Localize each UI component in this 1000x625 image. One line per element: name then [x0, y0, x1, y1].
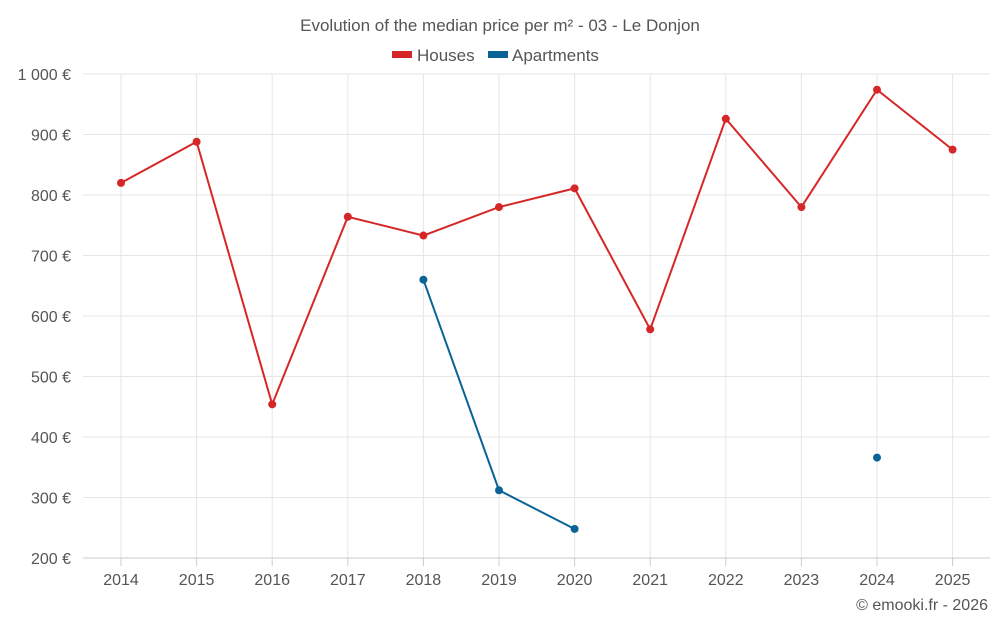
legend-item-houses[interactable]: Houses: [392, 46, 475, 65]
data-point-apartments[interactable]: [495, 486, 503, 495]
x-tick-label: 2023: [784, 572, 820, 589]
credit-text: © emooki.fr - 2026: [856, 597, 988, 614]
data-point-apartments[interactable]: [419, 275, 428, 284]
y-tick-label: 500 €: [31, 370, 71, 387]
x-tick-label: 2025: [935, 572, 971, 589]
series-line-houses: [120, 88, 954, 408]
x-tick-label: 2019: [481, 572, 517, 589]
data-point-houses[interactable]: [721, 114, 730, 123]
data-point-houses[interactable]: [268, 400, 277, 409]
x-tick-label: 2016: [254, 572, 290, 589]
series-apartments: [419, 275, 881, 533]
legend-label: Apartments: [512, 46, 599, 65]
data-point-houses[interactable]: [419, 231, 428, 240]
legend-label: Houses: [417, 46, 475, 65]
y-gridlines: [83, 73, 990, 498]
x-tick-label: 2015: [179, 572, 215, 589]
series-houses: [117, 85, 957, 409]
data-point-apartments[interactable]: [873, 453, 881, 462]
y-axis-ticks: 200 € 300 € 400 € 500 € 600 € 700 € 800 € 900 €…: [18, 67, 71, 568]
y-tick-label: 600 €: [31, 309, 71, 326]
y-tick-label: 200 €: [31, 551, 71, 568]
y-tick-label: 300 €: [31, 491, 71, 508]
data-point-houses[interactable]: [646, 325, 655, 334]
series-layer: [117, 85, 957, 533]
x-tick-label: 2021: [632, 572, 668, 589]
x-tick-label: 2024: [859, 572, 895, 589]
data-point-houses[interactable]: [117, 178, 125, 187]
x-tick-label: 2018: [406, 572, 442, 589]
legend-item-apartments[interactable]: Apartments: [488, 46, 599, 65]
data-point-apartments[interactable]: [570, 524, 579, 533]
data-point-houses[interactable]: [495, 203, 503, 212]
y-tick-label: 800 €: [31, 188, 71, 205]
x-tick-label: 2014: [103, 572, 139, 589]
legend-swatch: [392, 51, 412, 58]
data-point-houses[interactable]: [948, 145, 957, 154]
data-point-houses[interactable]: [343, 212, 352, 221]
data-point-houses[interactable]: [192, 137, 201, 146]
chart-title: Evolution of the median price per m² - 0…: [300, 16, 700, 35]
legend-swatch: [488, 51, 508, 58]
x-tick-label: 2022: [708, 572, 744, 589]
y-tick-label: 1 000 €: [18, 67, 71, 84]
y-tick-label: 700 €: [31, 249, 71, 266]
data-point-houses[interactable]: [570, 184, 579, 193]
x-axis-ticks: 2014 2015 2016 2017 2018 2019 2020 2021 2022 2023…: [103, 558, 970, 589]
data-point-houses[interactable]: [797, 203, 806, 212]
x-tick-label: 2017: [330, 572, 366, 589]
data-point-houses[interactable]: [873, 85, 881, 94]
x-tick-label: 2020: [557, 572, 593, 589]
y-tick-label: 900 €: [31, 128, 71, 145]
y-tick-label: 400 €: [31, 430, 71, 447]
legend: Houses Apartments: [392, 46, 599, 65]
